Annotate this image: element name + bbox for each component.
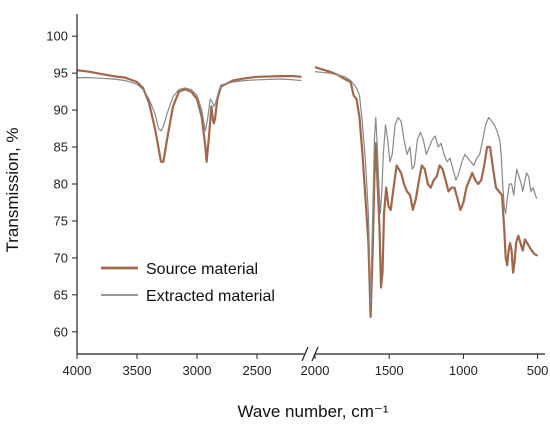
series-line-source-material-right xyxy=(314,66,539,319)
y-tick-label: 90 xyxy=(54,103,68,118)
x-tick-label: 2000 xyxy=(301,363,330,378)
y-axis-title: Transmission, % xyxy=(3,127,22,252)
y-tick-label: 100 xyxy=(46,29,68,44)
x-tick-label: 4000 xyxy=(63,363,92,378)
x-tick-label: 1000 xyxy=(449,363,478,378)
plot-lines xyxy=(76,66,539,319)
series-line-source-material-left xyxy=(76,69,302,163)
legend: Source material Extracted material xyxy=(101,261,275,305)
y-tick-label: 85 xyxy=(54,140,68,155)
x-tick-label: 1500 xyxy=(375,363,404,378)
x-axis-title: Wave number, cm⁻¹ xyxy=(238,402,389,421)
y-tick-label: 95 xyxy=(54,66,68,81)
x-tick-label: 3000 xyxy=(183,363,212,378)
y-tick-label: 60 xyxy=(54,324,68,339)
x-tick-label: 2500 xyxy=(243,363,272,378)
tick-labels: 60 65 70 75 80 85 90 95 100 4000 3500 3000 2500 2000 1… xyxy=(46,29,548,378)
legend-label-source-material: Source material xyxy=(146,261,258,278)
y-tick-label: 80 xyxy=(54,177,68,192)
series-line-extracted-material-left xyxy=(77,77,302,132)
y-tick-label: 65 xyxy=(54,287,68,302)
x-tick-label: 3500 xyxy=(123,363,152,378)
axes xyxy=(72,14,545,362)
axis-break-mark xyxy=(301,346,309,362)
y-tick-label: 70 xyxy=(54,250,68,265)
x-tick-label: 500 xyxy=(527,363,549,378)
y-tick-label: 75 xyxy=(54,213,68,228)
legend-label-extracted-material: Extracted material xyxy=(146,288,275,305)
series-line-extracted-material-right xyxy=(314,71,538,303)
